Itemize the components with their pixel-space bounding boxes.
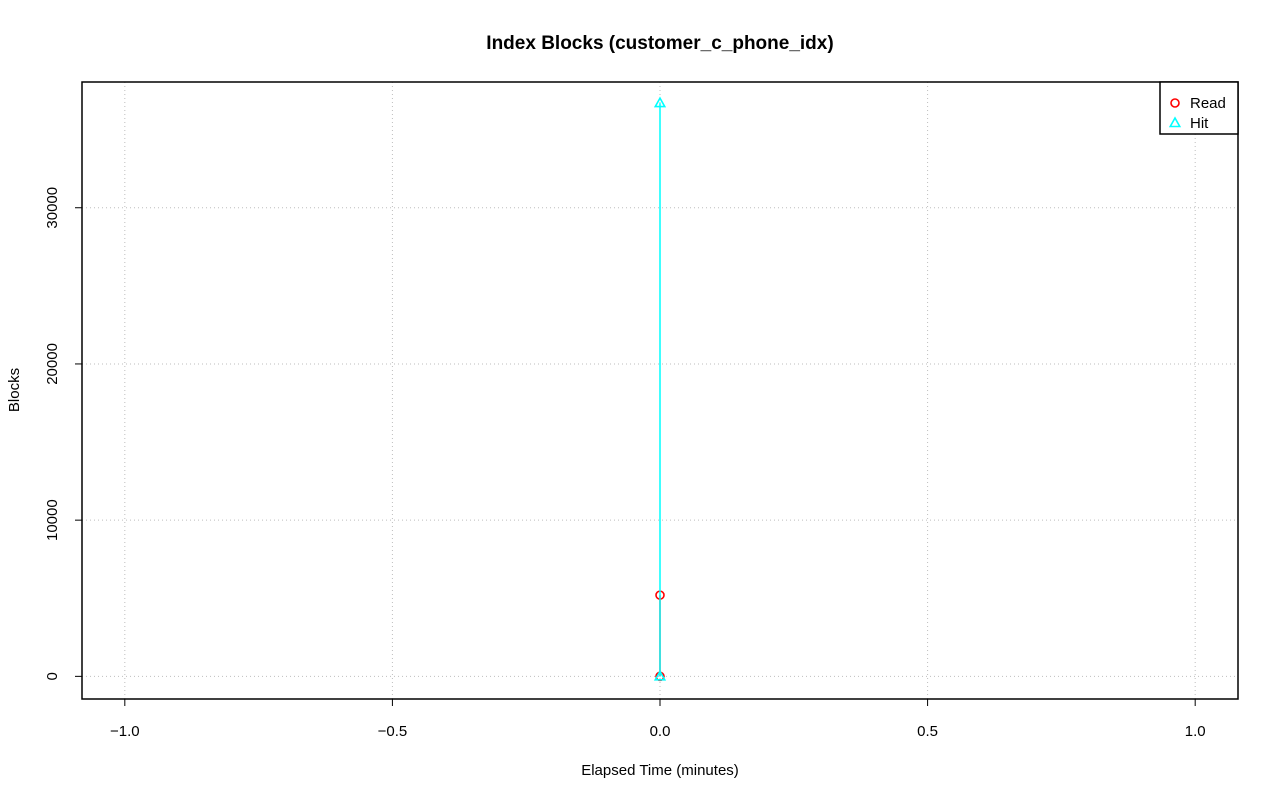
data-point-hit <box>653 669 667 681</box>
y-tick-label: 0 <box>44 672 61 680</box>
legend-box <box>1159 81 1239 135</box>
plot-series <box>653 96 667 682</box>
legend: Read Hit <box>1159 81 1239 135</box>
y-tick-label: 30000 <box>44 187 61 229</box>
x-axis-label: Elapsed Time (minutes) <box>581 762 739 779</box>
x-tick-label: 1.0 <box>1185 723 1206 740</box>
x-tick-label: 0.5 <box>917 723 938 740</box>
x-axis: −1.0 −0.5 0.0 0.5 1.0 <box>110 698 1206 740</box>
x-tick-label: 0.0 <box>650 723 671 740</box>
x-tick-label: −1.0 <box>110 723 140 740</box>
legend-marker-read <box>1170 98 1180 108</box>
y-tick-label: 10000 <box>44 499 61 541</box>
legend-marker-hit <box>1168 116 1182 128</box>
y-axis-label: Blocks <box>6 368 23 412</box>
data-point-hit <box>653 96 667 108</box>
chart-title: Index Blocks (customer_c_phone_idx) <box>486 33 833 54</box>
y-axis: 0 10000 20000 30000 <box>44 187 83 681</box>
x-tick-label: −0.5 <box>378 723 408 740</box>
legend-label-hit: Hit <box>1190 115 1209 132</box>
legend-label-read: Read <box>1190 95 1226 112</box>
y-tick-label: 20000 <box>44 343 61 385</box>
